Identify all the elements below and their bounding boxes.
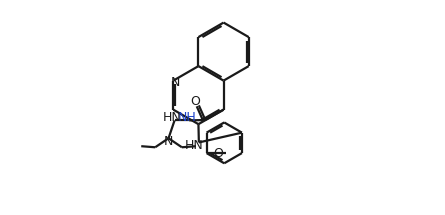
Text: O: O	[213, 147, 222, 160]
Text: HN: HN	[185, 139, 204, 152]
Text: N: N	[164, 135, 174, 147]
Text: N: N	[170, 76, 180, 89]
Text: NH: NH	[178, 111, 196, 124]
Text: HN: HN	[162, 111, 182, 124]
Text: O: O	[190, 95, 200, 108]
